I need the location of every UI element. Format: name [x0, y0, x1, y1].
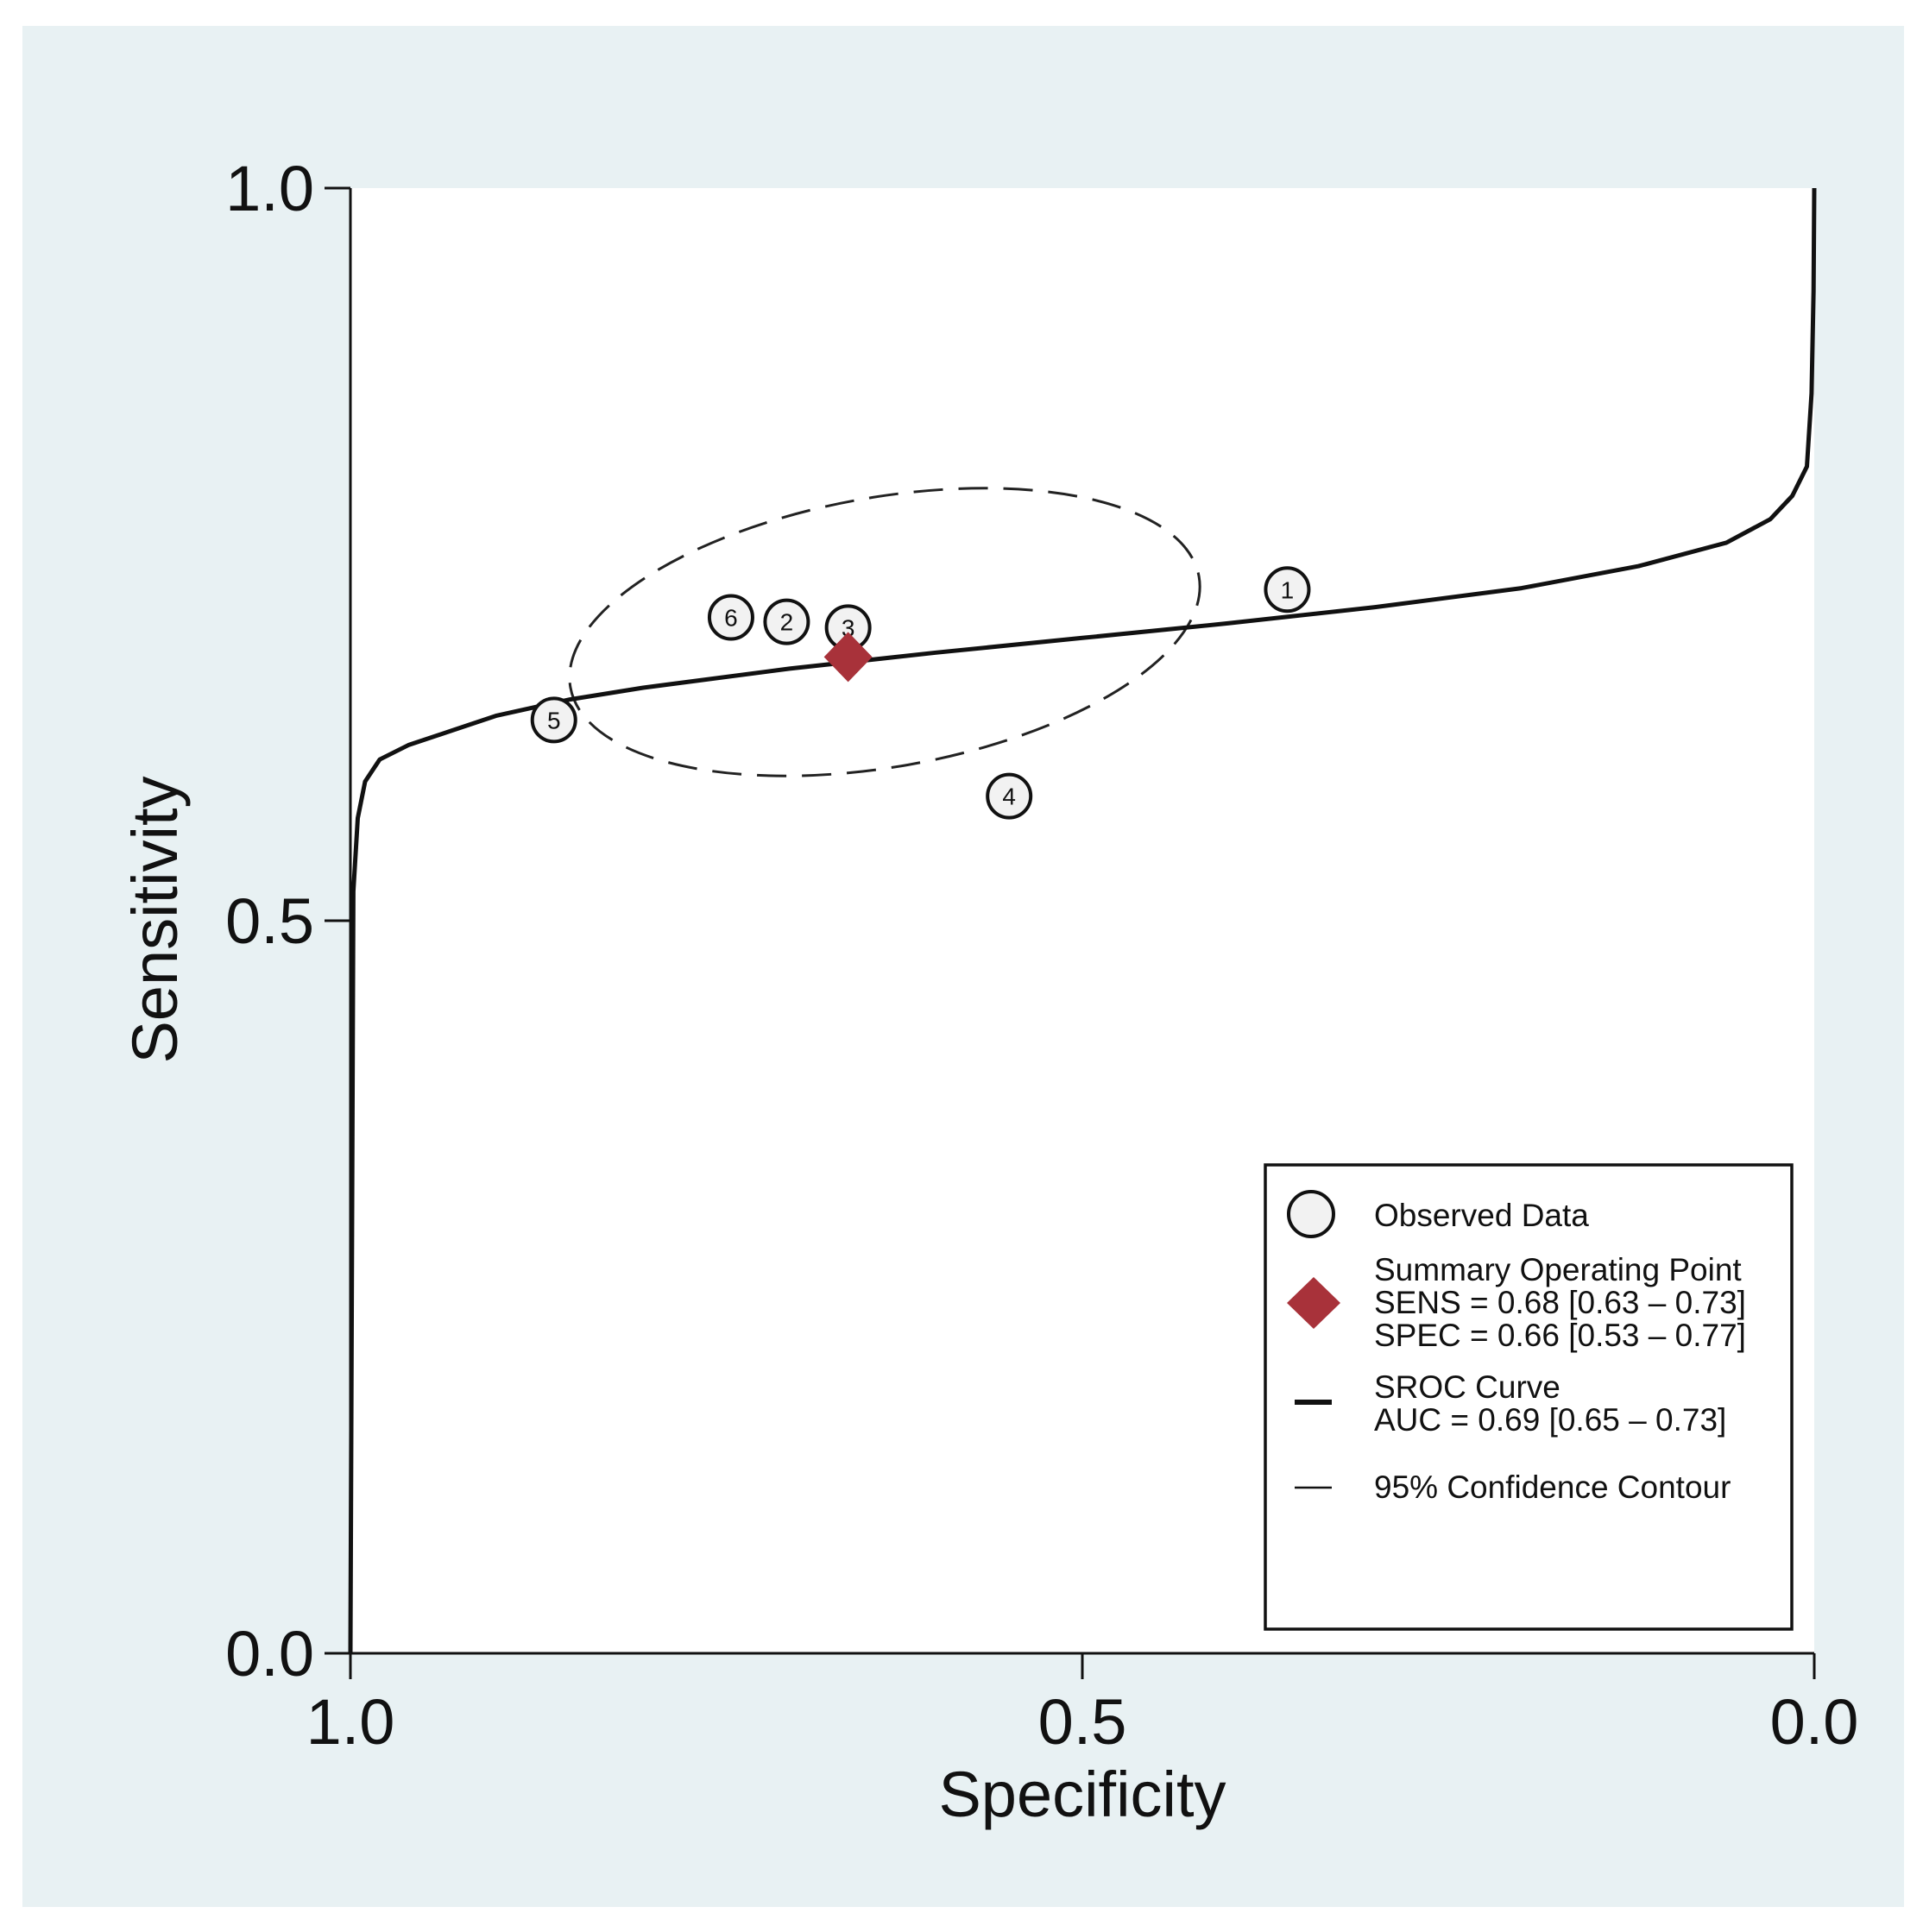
observed-point	[1264, 566, 1311, 614]
sroc-curve	[348, 187, 1817, 1654]
y-tick-label: 0.5	[225, 885, 314, 957]
legend-sroc-auc: AUC = 0.69 [0.65 – 0.73]	[1374, 1402, 1726, 1438]
legend-summary-marker	[1287, 1277, 1340, 1329]
observed-point	[763, 598, 810, 645]
x-tick-label: 0.0	[1770, 1686, 1859, 1758]
legend-summary-spec: SPEC = 0.66 [0.53 – 0.77]	[1374, 1318, 1746, 1353]
summary-operating-point	[823, 632, 873, 683]
observed-point-label: 3	[842, 614, 855, 641]
observed-point-label: 2	[780, 609, 794, 636]
axes: 1.0 0.5 0.0 0.0 0.5 1.0	[225, 153, 1858, 1758]
x-tick-label: 1.0	[306, 1686, 395, 1758]
observed-point	[530, 696, 577, 744]
observed-point	[707, 594, 754, 641]
y-tick-label: 0.0	[225, 1618, 314, 1690]
observed-point-label: 5	[547, 707, 561, 733]
legend-summary-sens: SENS = 0.68 [0.63 – 0.73]	[1374, 1285, 1746, 1320]
legend-observed-marker	[1287, 1190, 1335, 1238]
y-tick-label: 1.0	[225, 153, 314, 224]
x-tick-label: 0.5	[1038, 1686, 1127, 1758]
legend: Observed Data Summary Operating Point SE…	[1264, 1163, 1794, 1631]
y-axis-label: Sensitivity	[119, 776, 191, 1063]
observed-point-label: 4	[1002, 783, 1016, 810]
confidence-contour	[568, 487, 1201, 777]
observed-point-label: 1	[1281, 576, 1295, 603]
series-layer: 1 2 3 4 5 6	[348, 187, 1817, 1654]
legend-contour-label: 95% Confidence Contour	[1374, 1469, 1731, 1505]
legend-summary-title: Summary Operating Point	[1374, 1252, 1742, 1287]
legend-box	[1264, 1163, 1794, 1631]
x-axis-label: Specificity	[938, 1759, 1226, 1830]
legend-sroc-title: SROC Curve	[1374, 1369, 1560, 1405]
legend-observed-label: Observed Data	[1374, 1198, 1589, 1233]
observed-point-label: 6	[724, 605, 738, 632]
observed-point	[986, 772, 1033, 820]
